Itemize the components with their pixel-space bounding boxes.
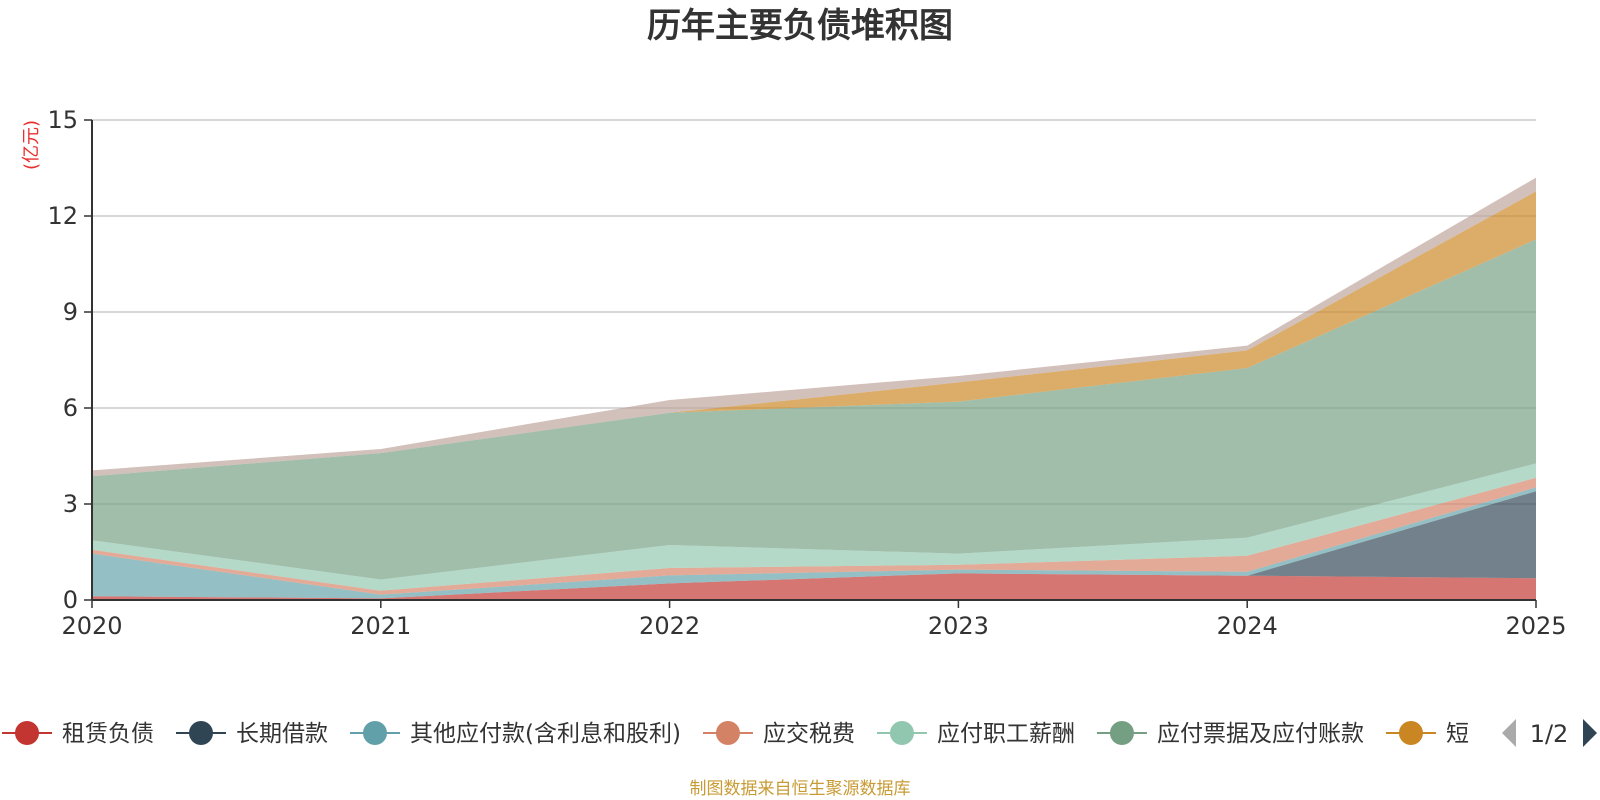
legend: 租赁负债 长期借款 其他应付款(含利息和股利) 应交税费 应付职工薪酬 应付票据及应付账款… (2, 721, 1469, 747)
area-series (92, 177, 1536, 600)
legend-label: 租赁负债 (62, 721, 154, 747)
legend-item[interactable]: 长期借款 (176, 721, 328, 747)
legend-circle-icon (189, 721, 213, 745)
y-tick-label: 6 (63, 394, 78, 422)
legend-next-page-icon[interactable] (1583, 719, 1597, 747)
legend-circle-icon (1109, 721, 1134, 745)
area-series-3 (92, 477, 1536, 595)
legend-item[interactable]: 其他应付款(含利息和股利) (350, 721, 681, 747)
x-tick-label: 2025 (1505, 612, 1566, 640)
legend-item[interactable]: 短 (1385, 721, 1469, 747)
x-tick-label: 2022 (639, 612, 700, 640)
area-series-4 (92, 463, 1536, 591)
y-tick-label: 9 (63, 298, 78, 326)
legend-prev-page-icon[interactable] (1502, 719, 1516, 747)
legend-pager: 1/2 (1502, 719, 1597, 748)
legend-item[interactable]: 应付职工薪酬 (876, 721, 1075, 747)
area-series-0 (92, 573, 1536, 600)
legend-page-indicator: 1/2 (1530, 720, 1569, 748)
x-tick-label: 2023 (928, 612, 989, 640)
legend-label: 短 (1446, 721, 1469, 747)
x-tick-label: 2021 (350, 612, 411, 640)
legend-label: 长期借款 (236, 721, 328, 747)
source-note: 制图数据来自恒生聚源数据库 (689, 779, 911, 799)
legend-label: 其他应付款(含利息和股利) (410, 721, 681, 747)
legend-item[interactable]: 租赁负债 (2, 721, 154, 747)
legend-circle-icon (715, 721, 740, 745)
y-tick-label: 15 (47, 106, 78, 134)
legend-item[interactable]: 应付票据及应付账款 (1096, 721, 1364, 747)
legend-item[interactable]: 应交税费 (702, 721, 855, 747)
axes: 0 3 6 9 12 15 2020 2021 2022 2023 2024 2025 (47, 106, 1566, 640)
y-tick-label: 3 (63, 490, 78, 518)
y-tick-label: 12 (47, 202, 78, 230)
legend-items: 租赁负债 长期借款 其他应付款(含利息和股利) 应交税费 应付职工薪酬 应付票据及应付账款… (2, 721, 1469, 747)
y-axis-unit-label: (亿元) (21, 120, 42, 170)
chart-title: 历年主要负债堆积图 (647, 6, 953, 46)
legend-label: 应付票据及应付账款 (1157, 721, 1364, 747)
legend-circle-icon (1398, 721, 1423, 745)
x-tick-label: 2024 (1217, 612, 1278, 640)
area-series-5 (92, 239, 1536, 580)
legend-label: 应交税费 (763, 721, 855, 747)
legend-label: 应付职工薪酬 (937, 721, 1075, 747)
legend-circle-icon (363, 721, 387, 745)
x-tick-label: 2020 (61, 612, 122, 640)
legend-circle-icon (889, 721, 914, 745)
y-tick-label: 0 (63, 586, 78, 614)
area-series-2 (92, 487, 1536, 599)
legend-circle-icon (15, 721, 39, 745)
